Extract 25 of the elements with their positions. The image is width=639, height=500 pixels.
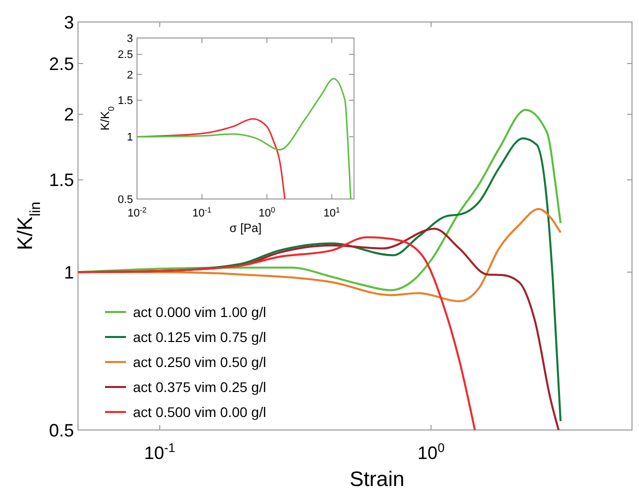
y-tick-label: 3 — [64, 12, 74, 32]
y-tick-label: 2.5 — [118, 49, 133, 62]
y-tick-label: 2 — [126, 69, 133, 82]
x-tick-label: 10$^{-1}$ — [192, 205, 212, 220]
y-tick-label: 0.5 — [48, 420, 74, 440]
legend-label: act 0.500 vim 0.00 g/l — [133, 404, 266, 420]
y-tick-label: 1 — [126, 132, 133, 144]
legend-label: act 0.375 vim 0.25 g/l — [133, 378, 266, 395]
legend-label: act 0.000 vim 1.00 g/l — [133, 304, 266, 320]
x-tick-label: 10$^{-2}$ — [127, 205, 147, 220]
y-tick-label: 1.5 — [118, 95, 133, 108]
y-tick-label: 2 — [64, 104, 74, 125]
y-tick-label: 3 — [126, 32, 133, 45]
x-axis-title: σ [Pa] — [229, 221, 262, 236]
y-tick-label: 0.5 — [118, 194, 133, 206]
x-axis-title: Strain — [350, 468, 404, 492]
x-tick-label: 10$^{1}$ — [324, 205, 340, 220]
x-tick-label: 10$^{0}$ — [418, 440, 445, 463]
legend-label: act 0.125 vim 0.75 g/l — [133, 328, 266, 345]
y-tick-label: 1 — [64, 262, 74, 282]
x-tick-label: 10$^{0}$ — [258, 205, 276, 220]
y-tick-label: 1.5 — [48, 170, 74, 190]
x-tick-label: 10$^{-1}$ — [144, 440, 176, 463]
y-tick-label: 2.5 — [48, 54, 74, 74]
legend-label: act 0.250 vim 0.50 g/l — [133, 354, 266, 370]
